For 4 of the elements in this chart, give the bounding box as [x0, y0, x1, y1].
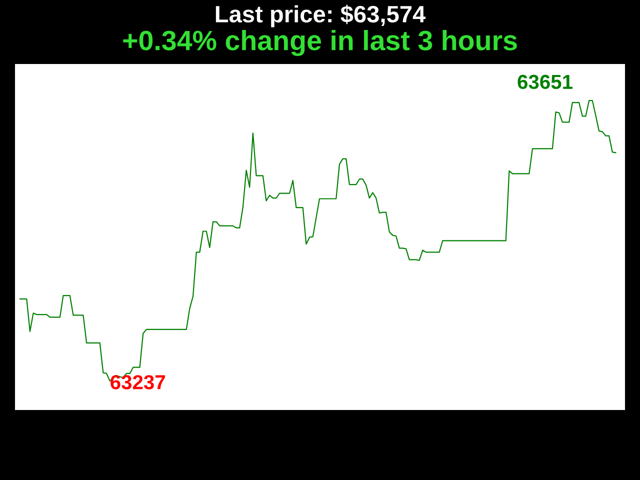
chart-title: Last price: $63,574 — [216, 4, 426, 28]
chart-subtitle: +0.34% change in last 3 hours — [123, 30, 517, 56]
data-label: 63651 — [518, 74, 572, 90]
data-label: 63237 — [110, 375, 165, 390]
